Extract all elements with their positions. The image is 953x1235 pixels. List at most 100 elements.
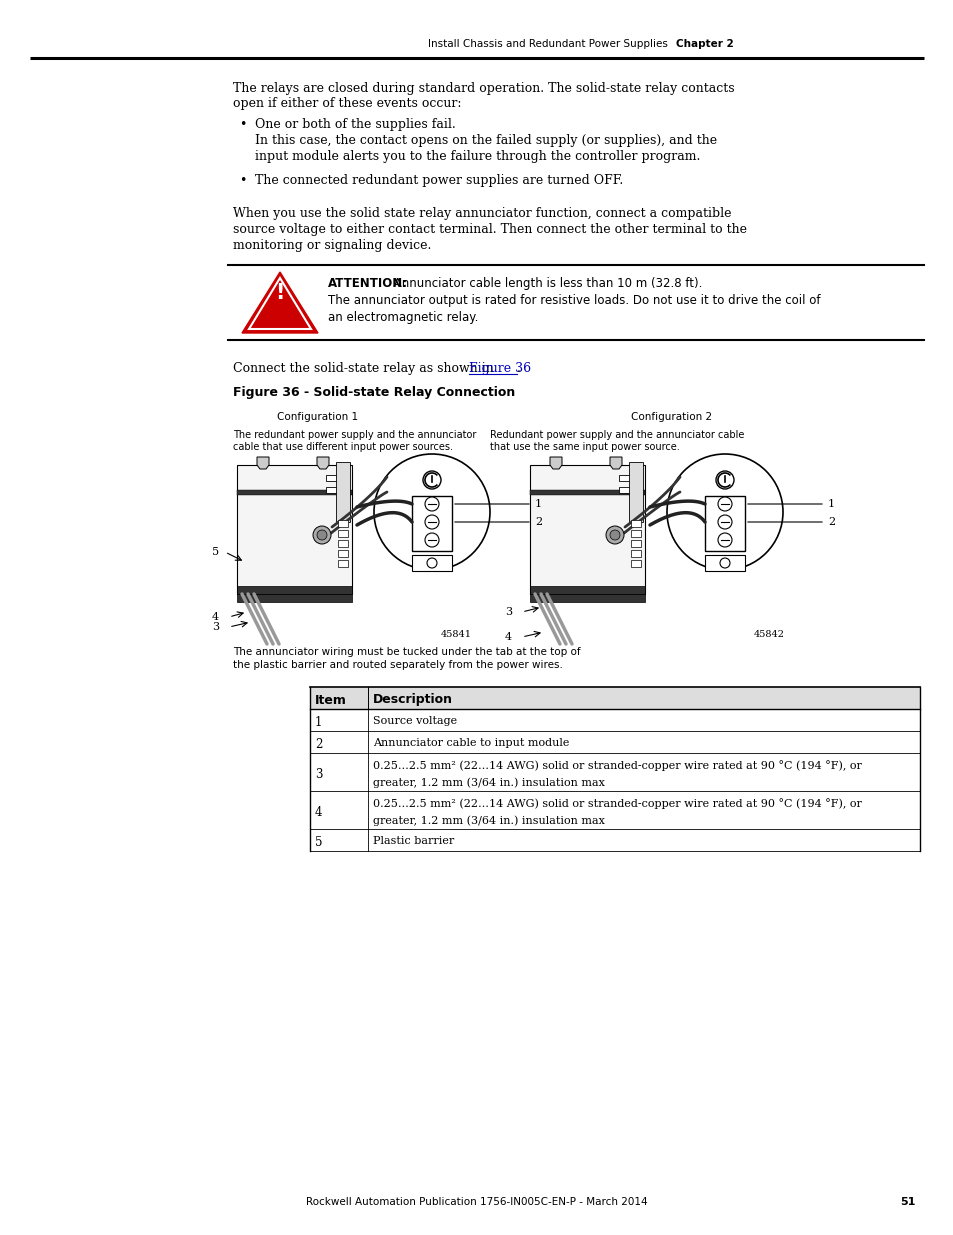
Bar xyxy=(310,709,919,731)
Polygon shape xyxy=(316,457,329,469)
Text: 5: 5 xyxy=(212,547,219,557)
Text: Connect the solid-state relay as shown in: Connect the solid-state relay as shown i… xyxy=(233,362,497,375)
Text: Annunciator cable to input module: Annunciator cable to input module xyxy=(373,739,569,748)
Circle shape xyxy=(427,558,436,568)
Text: Configuration 1: Configuration 1 xyxy=(277,412,358,422)
Circle shape xyxy=(666,454,782,571)
Text: Chapter 2: Chapter 2 xyxy=(676,40,733,49)
Bar xyxy=(618,487,630,493)
Bar xyxy=(236,594,352,601)
Polygon shape xyxy=(609,457,621,469)
Text: 2: 2 xyxy=(535,517,541,527)
Polygon shape xyxy=(249,278,311,329)
Text: 1: 1 xyxy=(827,499,834,509)
Bar xyxy=(337,540,348,547)
Text: •: • xyxy=(239,174,246,186)
Circle shape xyxy=(716,471,733,489)
Circle shape xyxy=(424,515,438,529)
Text: 45842: 45842 xyxy=(753,630,784,638)
Bar xyxy=(326,475,337,480)
Circle shape xyxy=(605,526,623,543)
Text: Figure 36 - Solid-state Relay Connection: Figure 36 - Solid-state Relay Connection xyxy=(233,387,515,399)
Text: 3: 3 xyxy=(314,767,322,781)
Text: 4: 4 xyxy=(504,632,512,642)
Text: The connected redundant power supplies are turned OFF.: The connected redundant power supplies a… xyxy=(254,174,622,186)
Text: Figure 36: Figure 36 xyxy=(469,362,531,375)
Text: •: • xyxy=(239,119,246,131)
Text: source voltage to either contact terminal. Then connect the other terminal to th: source voltage to either contact termina… xyxy=(233,224,746,236)
Circle shape xyxy=(718,515,731,529)
Text: One or both of the supplies fail.: One or both of the supplies fail. xyxy=(254,119,456,131)
Bar xyxy=(630,559,640,567)
Polygon shape xyxy=(550,457,561,469)
Bar xyxy=(630,540,640,547)
Text: 0.25…2.5 mm² (22…14 AWG) solid or stranded-copper wire rated at 90 °C (194 °F), : 0.25…2.5 mm² (22…14 AWG) solid or strand… xyxy=(373,798,861,809)
Bar xyxy=(412,555,452,571)
Circle shape xyxy=(718,534,731,547)
Bar xyxy=(630,550,640,557)
Text: 4: 4 xyxy=(314,805,322,819)
Text: !: ! xyxy=(275,283,284,303)
Bar xyxy=(236,490,352,495)
Bar xyxy=(310,731,919,753)
Text: greater, 1.2 mm (3/64 in.) insulation max: greater, 1.2 mm (3/64 in.) insulation ma… xyxy=(373,777,604,788)
Text: cable that use different input power sources.: cable that use different input power sou… xyxy=(233,442,453,452)
Text: Rockwell Automation Publication 1756-IN005C-EN-P - March 2014: Rockwell Automation Publication 1756-IN0… xyxy=(306,1197,647,1207)
Text: The redundant power supply and the annunciator: The redundant power supply and the annun… xyxy=(233,430,476,440)
Text: input module alerts you to the failure through the controller program.: input module alerts you to the failure t… xyxy=(254,149,700,163)
Bar xyxy=(236,466,352,594)
Bar xyxy=(530,466,644,594)
Text: 4: 4 xyxy=(212,613,219,622)
Text: Description: Description xyxy=(373,694,453,706)
Text: 3: 3 xyxy=(212,622,219,632)
Text: 5: 5 xyxy=(314,836,322,848)
Bar xyxy=(704,555,744,571)
Text: 1: 1 xyxy=(535,499,541,509)
Circle shape xyxy=(720,558,729,568)
Circle shape xyxy=(374,454,490,571)
Bar xyxy=(337,530,348,537)
Text: The annunciator output is rated for resistive loads. Do not use it to drive the : The annunciator output is rated for resi… xyxy=(328,294,820,308)
Bar xyxy=(630,530,640,537)
Text: .: . xyxy=(517,362,520,375)
Bar xyxy=(310,753,919,790)
Circle shape xyxy=(718,496,731,511)
Bar xyxy=(530,594,644,601)
Circle shape xyxy=(424,496,438,511)
Text: Annunciator cable length is less than 10 m (32.8 ft).: Annunciator cable length is less than 10… xyxy=(390,277,701,290)
Bar xyxy=(236,585,352,594)
Text: Configuration 2: Configuration 2 xyxy=(631,412,712,422)
Bar xyxy=(310,687,919,709)
Text: an electromagnetic relay.: an electromagnetic relay. xyxy=(328,311,477,324)
Bar xyxy=(337,550,348,557)
Bar xyxy=(628,462,642,522)
Text: Redundant power supply and the annunciator cable: Redundant power supply and the annunciat… xyxy=(490,430,743,440)
Bar xyxy=(337,559,348,567)
Text: 45841: 45841 xyxy=(440,630,472,638)
Text: the plastic barrier and routed separately from the power wires.: the plastic barrier and routed separatel… xyxy=(233,659,562,671)
Text: open if either of these events occur:: open if either of these events occur: xyxy=(233,98,461,110)
Bar xyxy=(337,520,348,527)
Text: 2: 2 xyxy=(827,517,834,527)
Text: 1: 1 xyxy=(314,715,322,729)
Text: The annunciator wiring must be tucked under the tab at the top of: The annunciator wiring must be tucked un… xyxy=(233,647,580,657)
Bar xyxy=(704,496,744,551)
Bar xyxy=(310,829,919,851)
Text: In this case, the contact opens on the failed supply (or supplies), and the: In this case, the contact opens on the f… xyxy=(254,135,717,147)
Circle shape xyxy=(316,530,327,540)
Circle shape xyxy=(422,471,440,489)
Text: 2: 2 xyxy=(314,737,322,751)
Circle shape xyxy=(609,530,619,540)
Text: The relays are closed during standard operation. The solid-state relay contacts: The relays are closed during standard op… xyxy=(233,82,734,95)
Text: 0.25…2.5 mm² (22…14 AWG) solid or stranded-copper wire rated at 90 °C (194 °F), : 0.25…2.5 mm² (22…14 AWG) solid or strand… xyxy=(373,760,861,771)
Text: Source voltage: Source voltage xyxy=(373,716,456,726)
Polygon shape xyxy=(256,457,269,469)
Bar xyxy=(310,790,919,829)
Bar xyxy=(630,520,640,527)
Bar xyxy=(412,496,452,551)
Text: Plastic barrier: Plastic barrier xyxy=(373,836,454,846)
Circle shape xyxy=(313,526,331,543)
Text: monitoring or signaling device.: monitoring or signaling device. xyxy=(233,240,431,252)
Bar xyxy=(530,490,644,495)
Bar xyxy=(618,475,630,480)
